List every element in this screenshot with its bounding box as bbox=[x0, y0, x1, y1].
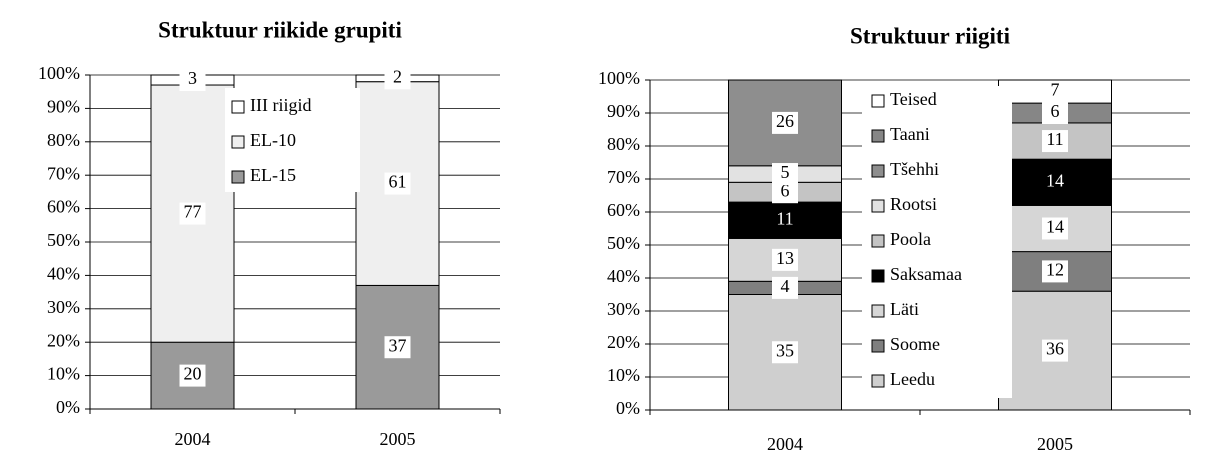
x-tick-label: 2005 bbox=[1037, 434, 1073, 454]
data-label: 3 bbox=[188, 68, 197, 88]
data-label-bg bbox=[1042, 217, 1068, 240]
data-label-bg bbox=[384, 67, 411, 90]
data-label-bg bbox=[179, 69, 206, 92]
y-tick-label: 10% bbox=[607, 365, 640, 385]
data-label: 37 bbox=[389, 335, 407, 355]
data-label: 77 bbox=[184, 202, 202, 222]
legend-label: Taani bbox=[890, 124, 930, 144]
data-label: 7 bbox=[1051, 80, 1060, 100]
legend-swatch bbox=[231, 170, 245, 184]
data-label: 13 bbox=[776, 248, 794, 268]
data-label-bg bbox=[384, 336, 411, 359]
data-label: 14 bbox=[1046, 217, 1064, 237]
y-tick-label: 100% bbox=[38, 63, 80, 83]
data-label: 36 bbox=[1046, 339, 1064, 359]
data-label-bg bbox=[179, 202, 206, 225]
y-tick-label: 20% bbox=[47, 330, 80, 350]
y-tick-label: 60% bbox=[47, 197, 80, 217]
legend-swatch bbox=[871, 269, 885, 283]
data-label: 61 bbox=[389, 172, 407, 192]
y-tick-label: 10% bbox=[47, 364, 80, 384]
y-tick-label: 30% bbox=[47, 297, 80, 317]
data-label-bg bbox=[1042, 102, 1068, 124]
legend-label: Rootsi bbox=[890, 194, 937, 214]
y-tick-label: 40% bbox=[607, 266, 640, 286]
y-tick-label: 70% bbox=[47, 163, 80, 183]
data-label: 5 bbox=[781, 162, 790, 182]
data-label: 11 bbox=[776, 208, 793, 228]
data-label: 6 bbox=[781, 180, 790, 200]
data-label-bg bbox=[1042, 130, 1068, 153]
data-label: 20 bbox=[184, 364, 202, 384]
legend-label: EL-15 bbox=[250, 165, 296, 185]
legend-swatch bbox=[871, 164, 885, 178]
legend-swatch bbox=[871, 304, 885, 318]
legend-swatch bbox=[231, 100, 245, 114]
y-tick-label: 30% bbox=[607, 299, 640, 319]
data-label: 11 bbox=[1046, 129, 1063, 149]
legend-swatch bbox=[871, 199, 885, 213]
legend-swatch bbox=[231, 135, 245, 149]
y-tick-label: 80% bbox=[607, 134, 640, 154]
y-tick-label: 100% bbox=[598, 68, 640, 88]
legend-label: Saksamaa bbox=[890, 264, 962, 284]
data-label-bg bbox=[1042, 80, 1068, 103]
legend-swatch bbox=[871, 94, 885, 108]
data-label-bg bbox=[772, 111, 798, 134]
x-tick-label: 2005 bbox=[380, 429, 416, 449]
data-label-bg bbox=[772, 341, 798, 364]
data-label: 2 bbox=[393, 66, 402, 86]
y-tick-label: 0% bbox=[56, 397, 80, 417]
data-label-bg bbox=[179, 364, 206, 387]
data-label-bg bbox=[384, 172, 411, 195]
chart-title: Struktuur riigiti bbox=[850, 23, 1011, 48]
data-label-bg bbox=[772, 181, 798, 204]
data-label: 14 bbox=[1046, 170, 1064, 190]
legend-label: Läti bbox=[890, 299, 919, 319]
data-label-bg bbox=[772, 276, 798, 299]
data-label: 12 bbox=[1046, 260, 1064, 280]
y-tick-label: 40% bbox=[47, 264, 80, 284]
data-label-bg bbox=[1042, 260, 1068, 283]
legend-box bbox=[225, 88, 360, 192]
legend-label: III riigid bbox=[250, 95, 311, 115]
y-tick-label: 90% bbox=[47, 97, 80, 117]
legend-label: Teised bbox=[890, 89, 937, 109]
legend-box bbox=[862, 86, 1012, 398]
y-tick-label: 50% bbox=[47, 230, 80, 250]
legend-label: Leedu bbox=[890, 369, 935, 389]
legend-label: EL-10 bbox=[250, 130, 296, 150]
data-label: 4 bbox=[781, 276, 790, 296]
y-tick-label: 0% bbox=[616, 398, 640, 418]
x-tick-label: 2004 bbox=[175, 429, 211, 449]
y-tick-label: 70% bbox=[607, 167, 640, 187]
legend-label: Poola bbox=[890, 229, 931, 249]
data-label: 35 bbox=[776, 340, 794, 360]
y-tick-label: 20% bbox=[607, 332, 640, 352]
y-tick-label: 90% bbox=[607, 101, 640, 121]
data-label-bg bbox=[772, 163, 798, 186]
x-tick-label: 2004 bbox=[767, 434, 803, 454]
data-label-bg bbox=[1042, 339, 1068, 362]
legend-swatch bbox=[871, 339, 885, 353]
y-tick-label: 80% bbox=[47, 130, 80, 150]
legend-label: Soome bbox=[890, 334, 940, 354]
y-tick-label: 50% bbox=[607, 233, 640, 253]
y-tick-label: 60% bbox=[607, 200, 640, 220]
legend-swatch bbox=[871, 129, 885, 143]
data-label-bg bbox=[772, 248, 798, 271]
chart-title: Struktuur riikide grupiti bbox=[158, 17, 402, 42]
data-label: 26 bbox=[776, 111, 794, 131]
legend-swatch bbox=[871, 374, 885, 388]
legend-swatch bbox=[871, 234, 885, 248]
data-label: 6 bbox=[1051, 101, 1060, 121]
legend-label: Tšehhi bbox=[890, 159, 939, 179]
